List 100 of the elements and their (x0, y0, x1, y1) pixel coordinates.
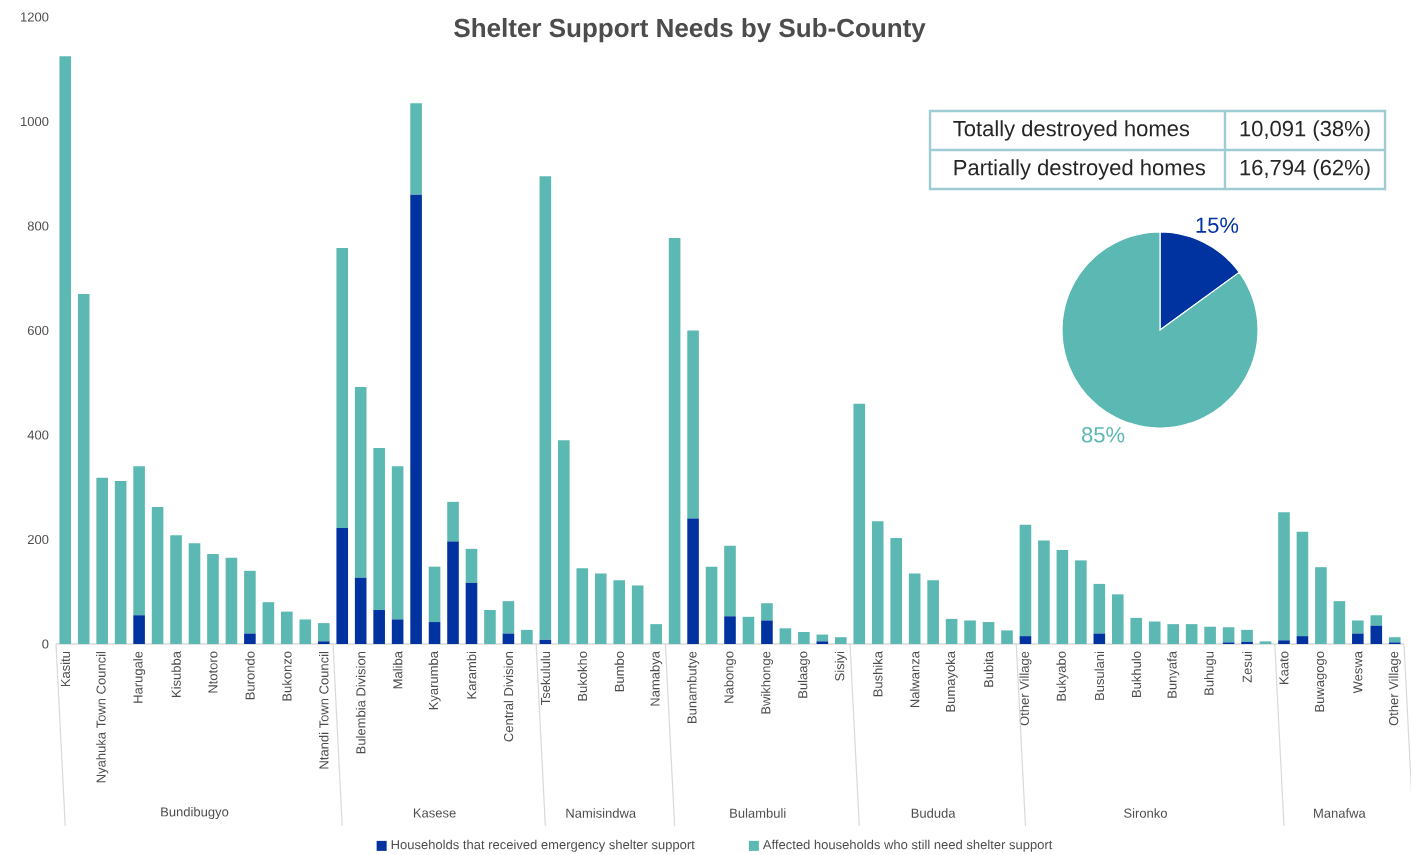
bar (1241, 629, 1253, 642)
bar (1370, 615, 1383, 626)
bar (908, 573, 921, 644)
bar (1296, 636, 1309, 644)
bar (465, 548, 478, 583)
bar (373, 610, 385, 644)
bar (410, 103, 422, 195)
x-tick-label: Nyahuka Town Council (96, 651, 109, 783)
bar (668, 238, 681, 644)
x-tick-label: Maliba (392, 651, 403, 689)
annotation: Totally destroyed homes (953, 120, 1190, 141)
bar (317, 641, 330, 644)
data-label: 15% (1196, 217, 1239, 233)
bar (1388, 637, 1401, 643)
annotation: Partially destroyed homes (954, 159, 1206, 180)
text: Bududa (911, 808, 956, 818)
x-tick-label: Namabya (650, 651, 663, 706)
x-tick-label: Busulani (1094, 651, 1105, 700)
bar (447, 501, 459, 542)
bar (1093, 583, 1106, 634)
x-tick-label: Burondo (245, 651, 255, 700)
bar (1296, 531, 1309, 637)
bar (96, 477, 108, 644)
x-tick-label: Kisubba (171, 651, 181, 697)
legend-label: Affected households who still need shelter support (762, 839, 1053, 852)
x-tick-label: Bwikhonge (760, 651, 773, 714)
bar (1056, 549, 1069, 644)
bar (650, 624, 662, 644)
text: Sironko (1124, 808, 1167, 818)
bar (613, 580, 626, 644)
y-tick-label: 1000 (21, 116, 49, 127)
bar (1075, 560, 1087, 644)
bar (59, 56, 72, 644)
x-tick-label: Bukhulo (1131, 651, 1142, 697)
text: Manafwa (1314, 808, 1366, 818)
bar (317, 623, 330, 642)
bar (521, 629, 533, 644)
bar (465, 582, 478, 644)
x-tick-label: Bulembia Division (355, 651, 366, 754)
legend-label: Households that received emergency shelter support (391, 839, 695, 852)
bar (299, 619, 312, 644)
bar (539, 176, 552, 640)
chart-title: Shelter Support Needs by Sub-County (454, 18, 926, 43)
bar (1038, 540, 1050, 644)
x-tick-label: Kyarumba (428, 651, 441, 710)
bar (1111, 594, 1124, 644)
bar (871, 521, 884, 644)
x-tick-label: Harugale (133, 651, 146, 703)
bar (558, 440, 570, 644)
bar (724, 616, 736, 644)
bar (207, 554, 219, 644)
bar (724, 545, 736, 617)
bar (1185, 624, 1198, 644)
bar (853, 403, 866, 644)
bar (945, 618, 958, 644)
bar (1278, 640, 1290, 644)
bar (1019, 524, 1032, 637)
bar (336, 247, 349, 528)
bar (428, 622, 441, 644)
annotation: 10,091 (38%) (1240, 120, 1370, 141)
y-tick-label: 200 (27, 534, 49, 545)
bar (576, 568, 589, 644)
bar (188, 543, 201, 644)
bar (354, 386, 367, 578)
x-tick-label: Bumayoka (945, 651, 958, 712)
bar (1333, 601, 1346, 644)
bar (1222, 627, 1235, 643)
bar (798, 631, 810, 644)
y-tick-label: 600 (27, 325, 49, 336)
bar (281, 611, 293, 644)
text: Namisindwa (566, 808, 637, 818)
x-tick-label: Other Village (1019, 651, 1032, 726)
text: Bulambuli (730, 808, 786, 818)
bar (428, 566, 441, 623)
bar (816, 641, 829, 644)
bar (133, 615, 145, 644)
bar (354, 577, 367, 644)
x-tick-label: Bukokho (577, 651, 588, 701)
x-tick-label: Zesui (1242, 651, 1252, 683)
bar (927, 580, 939, 644)
x-tick-label: Nabongo (723, 651, 737, 703)
bar (687, 518, 699, 644)
x-tick-label: Sisiyi (834, 651, 847, 681)
annotation: 16,794 (62%) (1240, 159, 1370, 180)
bar (1019, 636, 1032, 644)
y-tick-label: 800 (27, 221, 49, 231)
x-tick-label: Buwagogo (1315, 651, 1327, 712)
bar (170, 535, 182, 644)
x-tick-label: Bunyafa (1167, 651, 1180, 698)
bar (705, 566, 718, 644)
bar (447, 541, 459, 644)
bar (391, 619, 404, 644)
bar (1352, 620, 1364, 634)
bar (225, 557, 238, 644)
bar (1259, 641, 1272, 644)
x-tick-label: Central Division (503, 651, 514, 742)
bar (982, 622, 995, 644)
bar (1241, 641, 1253, 644)
data-label: 85% (1082, 426, 1125, 443)
bar (244, 633, 256, 644)
